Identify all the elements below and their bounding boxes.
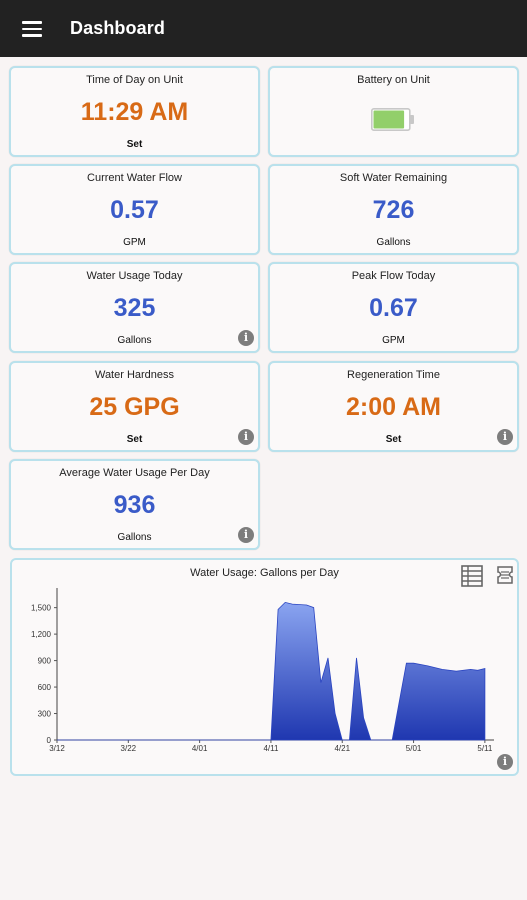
avg-usage-value: 936	[113, 491, 156, 519]
current-flow-unit: GPM	[123, 237, 146, 248]
time-of-day-set-button[interactable]: Set	[126, 139, 143, 150]
usage-area-series	[57, 601, 486, 741]
ticket-icon[interactable]	[495, 564, 515, 586]
current-flow-label: Current Water Flow	[87, 172, 182, 184]
battery-icon	[371, 108, 414, 131]
chart-title: Water Usage: Gallons per Day	[190, 567, 339, 579]
current-flow-card: Current Water Flow 0.57 GPM	[9, 164, 260, 255]
regeneration-value: 2:00 AM	[346, 393, 441, 421]
y-tick-label: 300	[38, 710, 52, 719]
x-tick-label: 4/01	[192, 744, 208, 753]
time-of-day-label: Time of Day on Unit	[86, 74, 183, 86]
usage-today-card: Water Usage Today 325 Gallons i	[9, 262, 260, 353]
peak-flow-card: Peak Flow Today 0.67 GPM	[268, 262, 519, 353]
hardness-label: Water Hardness	[94, 369, 175, 381]
hardness-info-icon[interactable]: i	[238, 429, 254, 445]
table-view-icon[interactable]	[461, 565, 483, 587]
time-of-day-card[interactable]: Time of Day on Unit 11:29 AM Set	[9, 66, 260, 157]
x-tick-label: 4/11	[263, 744, 279, 753]
usage-area-chart: 0 300 600 900 1,200 1,500 3/12 3/22 4/01 4/11 4/21…	[31, 588, 494, 753]
hardness-set-button[interactable]: Set	[126, 434, 143, 445]
current-flow-value: 0.57	[110, 196, 159, 224]
avg-usage-info-icon[interactable]: i	[238, 527, 254, 543]
usage-today-info-icon[interactable]: i	[238, 330, 254, 346]
chart-info-icon[interactable]: i	[497, 754, 513, 770]
usage-today-unit: Gallons	[117, 335, 152, 346]
avg-usage-label: Average Water Usage Per Day	[59, 467, 210, 479]
peak-flow-unit: GPM	[382, 335, 405, 346]
y-tick-label: 1,200	[31, 630, 52, 639]
usage-today-label: Water Usage Today	[86, 270, 183, 282]
hardness-card[interactable]: Water Hardness 25 GPG Set i	[9, 361, 260, 452]
y-tick-label: 600	[38, 683, 52, 692]
x-tick-label: 5/01	[406, 744, 422, 753]
y-tick-label: 1,500	[31, 604, 52, 613]
soft-water-card: Soft Water Remaining 726 Gallons	[268, 164, 519, 255]
soft-water-label: Soft Water Remaining	[339, 172, 448, 184]
regeneration-label: Regeneration Time	[347, 369, 440, 381]
soft-water-unit: Gallons	[376, 237, 411, 248]
usage-today-value: 325	[113, 294, 156, 322]
battery-label: Battery on Unit	[357, 74, 430, 86]
avg-usage-unit: Gallons	[117, 532, 152, 543]
peak-flow-label: Peak Flow Today	[351, 270, 436, 282]
y-tick-label: 900	[38, 657, 52, 666]
page-title: Dashboard	[70, 18, 165, 38]
battery-card: Battery on Unit	[268, 66, 519, 157]
x-tick-label: 5/11	[477, 744, 493, 753]
time-of-day-value: 11:29 AM	[80, 98, 189, 126]
hardness-value: 25 GPG	[89, 393, 180, 421]
menu-icon[interactable]	[22, 21, 42, 37]
avg-usage-card: Average Water Usage Per Day 936 Gallons …	[9, 459, 260, 550]
regeneration-set-button[interactable]: Set	[385, 434, 402, 445]
peak-flow-value: 0.67	[369, 294, 418, 322]
y-tick-label: 0	[47, 736, 52, 745]
regeneration-card[interactable]: Regeneration Time 2:00 AM Set i	[268, 361, 519, 452]
usage-chart-card: Water Usage: Gallons per Day 0 300 600 900 1…	[10, 558, 519, 776]
battery-fill	[373, 110, 405, 129]
regeneration-info-icon[interactable]: i	[497, 429, 513, 445]
x-tick-label: 3/12	[49, 744, 65, 753]
soft-water-value: 726	[372, 196, 415, 224]
app-bar: Dashboard	[0, 0, 527, 57]
x-tick-label: 4/21	[334, 744, 350, 753]
x-tick-label: 3/22	[121, 744, 137, 753]
